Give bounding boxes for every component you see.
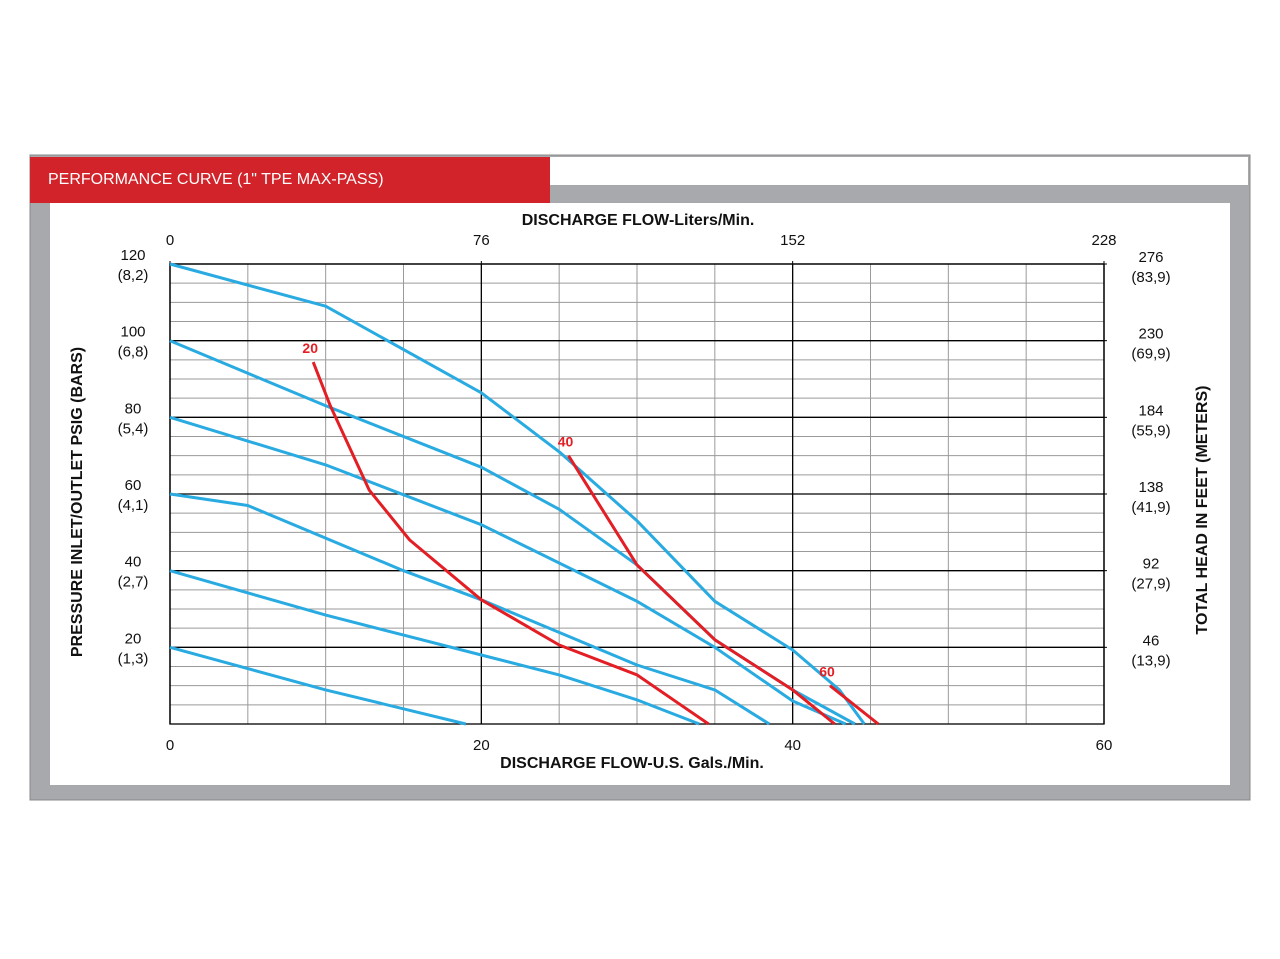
curve-label: 60 (819, 663, 835, 679)
y2-tick-metric-label: (69,9) (1131, 346, 1170, 363)
curve (169, 645, 467, 726)
y-axis-title: PRESSURE INLET/OUTLET PSIG (BARS) (69, 347, 86, 657)
y-tick-metric-label: (8,2) (118, 267, 149, 284)
y-tick-metric-label: (5,4) (118, 420, 149, 437)
y2-tick-metric-label: (83,9) (1131, 269, 1170, 286)
y-tick-label: 80 (125, 400, 142, 417)
y2-tick-metric-label: (41,9) (1131, 499, 1170, 516)
x2-tick-label: 0 (166, 232, 174, 249)
curve (169, 569, 700, 726)
y2-tick-metric-label: (27,9) (1131, 576, 1170, 593)
curve-label: 20 (302, 340, 318, 356)
y2-tick-label: 138 (1138, 479, 1163, 496)
x2-tick-label: 152 (780, 232, 805, 249)
y2-tick-label: 276 (1138, 249, 1163, 266)
x-tick-label: 20 (473, 737, 490, 754)
x-tick-label: 60 (1096, 737, 1113, 754)
curve (311, 361, 710, 726)
curve-label: 40 (558, 433, 574, 449)
y2-tick-label: 230 (1138, 326, 1163, 343)
y-tick-label: 40 (125, 554, 142, 571)
y-tick-label: 60 (125, 477, 142, 494)
y2-tick-label: 46 (1143, 632, 1160, 649)
x2-axis-title: DISCHARGE FLOW-Liters/Min. (522, 212, 755, 229)
y2-tick-metric-label: (55,9) (1131, 422, 1170, 439)
curve (567, 454, 836, 726)
y2-tick-label: 92 (1143, 556, 1160, 573)
y2-axis-title: TOTAL HEAD IN FEET (METERS) (1194, 386, 1211, 635)
curve (829, 684, 880, 726)
y2-tick-metric-label: (13,9) (1131, 652, 1170, 669)
y-tick-metric-label: (1,3) (118, 650, 149, 667)
y-tick-metric-label: (2,7) (118, 574, 149, 591)
x-tick-label: 0 (166, 737, 174, 754)
curve (169, 262, 866, 725)
y-tick-label: 100 (120, 324, 145, 341)
chart-title: PERFORMANCE CURVE (1" TPE MAX-PASS) (48, 171, 384, 188)
y-tick-label: 120 (120, 247, 145, 264)
header-gap (550, 157, 1248, 185)
curve (169, 415, 847, 726)
x2-tick-label: 228 (1091, 232, 1116, 249)
x-tick-label: 40 (784, 737, 801, 754)
x-axis-title: DISCHARGE FLOW-U.S. Gals./Min. (500, 755, 764, 772)
y-tick-label: 20 (125, 630, 142, 647)
header (30, 157, 550, 203)
x2-tick-label: 76 (473, 232, 490, 249)
y-tick-metric-label: (6,8) (118, 344, 149, 361)
y2-tick-label: 184 (1138, 402, 1163, 419)
y-tick-metric-label: (4,1) (118, 497, 149, 514)
